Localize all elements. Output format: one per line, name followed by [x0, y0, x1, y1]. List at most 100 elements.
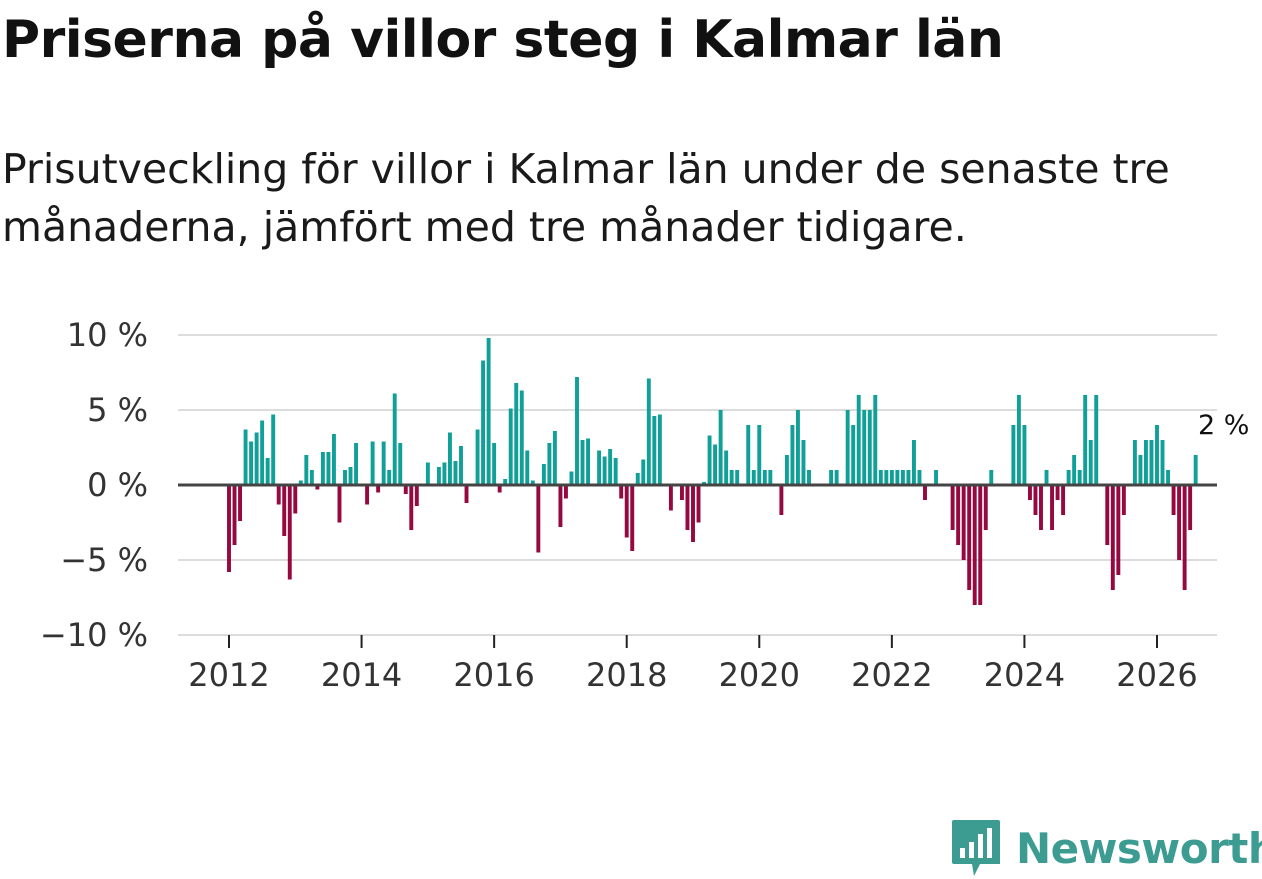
bar [961, 485, 966, 560]
y-tick-label: 10 % [67, 316, 148, 354]
bar [586, 438, 591, 485]
newsworthy-logo-icon [952, 820, 1000, 876]
bar [1160, 440, 1165, 485]
bar [486, 338, 491, 485]
bar [867, 410, 872, 485]
bar [459, 446, 463, 485]
bar [1105, 485, 1110, 545]
bar-chart: 10 % 5 % 0 % −5 % −10 % 2012 2014 2016 2018 2020… [40, 316, 1249, 694]
bar [762, 470, 767, 485]
brand-name: Newsworthy [1016, 823, 1262, 873]
bar [569, 471, 574, 485]
bar [436, 467, 441, 485]
bar [497, 485, 502, 493]
bar [370, 441, 375, 485]
bar [1116, 485, 1121, 575]
bar [387, 470, 392, 485]
bar [641, 459, 646, 485]
bar [1016, 395, 1021, 485]
bar [1121, 485, 1126, 515]
bar [304, 455, 309, 485]
bar [768, 470, 773, 485]
bar [923, 485, 927, 500]
bar [911, 440, 916, 485]
bar [652, 416, 657, 485]
bar [906, 470, 911, 485]
y-tick-label: 5 % [87, 391, 148, 429]
bar [536, 485, 541, 553]
bar [845, 410, 850, 485]
bar [541, 464, 546, 485]
bar [983, 485, 988, 530]
bar [1110, 485, 1115, 590]
bar [801, 440, 806, 485]
bar [315, 485, 320, 490]
bar [1182, 485, 1187, 590]
newsworthy-logo: Newsworthy [950, 818, 1262, 878]
bar [718, 410, 723, 485]
bar [376, 485, 381, 493]
bar [1050, 485, 1055, 530]
bar [1088, 440, 1093, 485]
bar [602, 456, 607, 485]
bar [298, 480, 303, 485]
x-tick-label: 2024 [984, 656, 1065, 694]
bar [519, 390, 524, 485]
bar [442, 462, 447, 485]
bar [348, 467, 353, 485]
bar [950, 485, 955, 530]
bar [227, 485, 231, 572]
bar [320, 452, 325, 485]
bar [1171, 485, 1176, 515]
bar [232, 485, 237, 545]
bar [668, 485, 673, 511]
bar [862, 410, 867, 485]
bar [784, 455, 789, 485]
bar [679, 485, 684, 500]
bar [558, 485, 563, 527]
bar [972, 485, 977, 605]
bar [243, 429, 248, 485]
bar [508, 408, 513, 485]
bar [238, 485, 243, 521]
bar [265, 458, 270, 485]
bar [503, 479, 508, 485]
bar [525, 450, 530, 485]
y-axis-tick-labels: 10 % 5 % 0 % −5 % −10 % [40, 316, 148, 654]
bar [1066, 470, 1071, 485]
bar [1177, 485, 1182, 560]
bar [873, 395, 878, 485]
bar [1061, 485, 1066, 515]
bar [409, 485, 414, 530]
y-tick-label: −10 % [40, 616, 148, 654]
bar [646, 378, 651, 485]
bar [1193, 455, 1198, 485]
bar [1022, 425, 1027, 485]
bar [337, 485, 342, 523]
bar [878, 470, 883, 485]
bar [685, 485, 690, 530]
bar [1166, 470, 1171, 485]
x-axis: 2012 2014 2016 2018 2020 2022 2024 2026 [178, 634, 1217, 694]
x-tick-label: 2022 [851, 656, 932, 694]
bar [746, 425, 751, 485]
bar [1044, 470, 1049, 485]
bar [282, 485, 287, 536]
bar [1033, 485, 1038, 515]
bar [989, 470, 994, 485]
y-tick-label: −5 % [60, 541, 148, 579]
bar [1072, 455, 1077, 485]
bar [729, 470, 734, 485]
bar [254, 432, 259, 485]
bar [365, 485, 370, 505]
bar [309, 470, 314, 485]
y-tick-label: 0 % [87, 466, 148, 504]
chart-subtitle: Prisutveckling för villor i Kalmar län u… [2, 145, 1170, 251]
x-tick-label: 2018 [586, 656, 667, 694]
bar [547, 443, 552, 485]
chart-title: Priserna på villor steg i Kalmar län [2, 10, 1004, 70]
x-tick-label: 2016 [453, 656, 534, 694]
bar [934, 470, 939, 485]
bars [178, 338, 1217, 605]
bar [613, 458, 618, 485]
